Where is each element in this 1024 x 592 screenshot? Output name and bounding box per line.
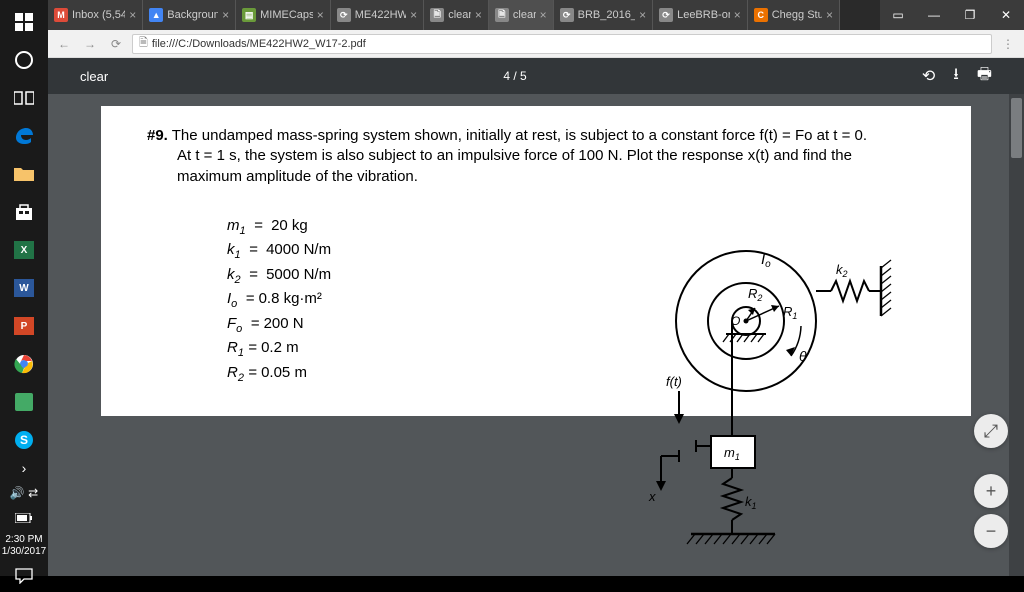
- browser-tab[interactable]: ⟳ BRB_2016_ ×: [554, 0, 653, 30]
- browser-tab[interactable]: ▤ MIMECaps ×: [236, 0, 331, 30]
- tab-close-icon[interactable]: ×: [475, 8, 482, 22]
- clock-time: 2:30 PM: [2, 534, 47, 546]
- nav-forward[interactable]: →: [80, 37, 100, 51]
- browser-tab[interactable]: 🗎 clear ×: [424, 0, 489, 30]
- taskbar-volume[interactable]: 🔊 ⇄: [2, 482, 46, 504]
- taskbar-expand[interactable]: ›: [2, 458, 46, 478]
- browser-window: M Inbox (5,54 × ▲ Backgroun × ▤ MIMECaps × ⟳ ME422…: [48, 0, 1024, 576]
- taskbar-powerpoint[interactable]: P: [2, 308, 46, 344]
- tab-favicon: ⟳: [337, 8, 351, 22]
- tab-close-icon[interactable]: ×: [826, 8, 833, 22]
- tab-favicon: ⟳: [659, 8, 673, 22]
- nav-reload[interactable]: ⟳: [106, 37, 126, 51]
- url-field[interactable]: 🗎 file:///C:/Downloads/ME422HW2_W17-2.pd…: [132, 34, 992, 54]
- pdf-rotate-icon[interactable]: ⟲: [922, 66, 935, 86]
- taskbar-store[interactable]: [2, 194, 46, 230]
- pdf-toolbar: clear 4 / 5 ⟲ ⭳ 🖶: [48, 58, 1024, 94]
- blank-tab-space[interactable]: [840, 0, 880, 30]
- address-bar: ← → ⟳ 🗎 file:///C:/Downloads/ME422HW2_W1…: [48, 30, 1024, 58]
- svg-text:f(t): f(t): [666, 374, 682, 389]
- clock-date: 1/30/2017: [2, 546, 47, 558]
- taskbar-folder[interactable]: [2, 156, 46, 192]
- tab-label: clear: [448, 9, 471, 21]
- tab-close-icon[interactable]: ×: [129, 8, 136, 22]
- taskbar-app1[interactable]: [2, 384, 46, 420]
- svg-text:R1: R1: [783, 304, 797, 321]
- problem-line1: The undamped mass-spring system shown, i…: [172, 127, 867, 144]
- window-maximize[interactable]: ❐: [952, 0, 988, 30]
- browser-tab[interactable]: ⟳ LeeBRB-or ×: [653, 0, 748, 30]
- tab-label: clear: [513, 9, 536, 21]
- tab-strip: M Inbox (5,54 × ▲ Backgroun × ▤ MIMECaps × ⟳ ME422…: [48, 0, 840, 30]
- tab-label: Chegg Stu: [772, 9, 822, 21]
- taskbar-clock[interactable]: 2:30 PM 1/30/2017: [2, 532, 47, 560]
- svg-text:k2: k2: [836, 262, 848, 279]
- browser-tab[interactable]: 🗎 clear ×: [489, 0, 554, 30]
- pdf-title: clear: [80, 69, 108, 84]
- svg-text:x: x: [648, 489, 656, 504]
- tab-label: ME422HW: [355, 9, 406, 21]
- browser-tab[interactable]: ▲ Backgroun ×: [143, 0, 236, 30]
- tab-favicon: 🗎: [495, 8, 509, 22]
- tab-label: LeeBRB-or: [677, 9, 730, 21]
- pdf-fit-button[interactable]: ⤢: [974, 414, 1008, 448]
- browser-tab[interactable]: ⟳ ME422HW ×: [331, 0, 424, 30]
- tab-close-icon[interactable]: ×: [734, 8, 741, 22]
- tab-label: Inbox (5,54: [72, 9, 125, 21]
- scrollbar-thumb[interactable]: [1011, 98, 1022, 158]
- svg-text:θ: θ: [799, 348, 807, 364]
- cortana-button[interactable]: [2, 42, 46, 78]
- pdf-page: #9. The undamped mass-spring system show…: [101, 106, 971, 416]
- file-icon: 🗎: [139, 34, 148, 53]
- taskbar-chrome[interactable]: [2, 346, 46, 382]
- tab-favicon: ▲: [149, 8, 163, 22]
- tab-close-icon[interactable]: ×: [317, 8, 324, 22]
- pdf-print-icon[interactable]: 🖶: [977, 63, 992, 90]
- problem-number: #9.: [147, 127, 168, 144]
- window-user-icon[interactable]: ▭: [880, 0, 916, 30]
- tab-label: BRB_2016_: [578, 9, 635, 21]
- windows-taskbar: X W P S › 🔊 ⇄ 2:30 PM 1/30/2017: [0, 0, 48, 576]
- url-text: file:///C:/Downloads/ME422HW2_W17-2.pdf: [152, 38, 366, 50]
- tab-close-icon[interactable]: ×: [410, 8, 417, 22]
- pdf-page-indicator: 4 / 5: [108, 69, 922, 83]
- svg-text:k1: k1: [745, 494, 757, 511]
- tab-label: MIMECaps: [260, 9, 313, 21]
- taskview-button[interactable]: [2, 80, 46, 116]
- taskbar-skype[interactable]: S: [2, 422, 46, 458]
- tab-close-icon[interactable]: ×: [540, 8, 547, 22]
- tab-favicon: ▤: [242, 8, 256, 22]
- browser-menu[interactable]: ⋮: [998, 37, 1018, 51]
- tab-close-icon[interactable]: ×: [222, 8, 229, 22]
- problem-statement: #9. The undamped mass-spring system show…: [147, 126, 925, 187]
- taskbar-word[interactable]: W: [2, 270, 46, 306]
- pdf-zoom-out[interactable]: −: [974, 514, 1008, 548]
- tab-favicon: M: [54, 8, 68, 22]
- pdf-zoom-in[interactable]: +: [974, 474, 1008, 508]
- pdf-viewport[interactable]: #9. The undamped mass-spring system show…: [48, 94, 1024, 576]
- tab-favicon: C: [754, 8, 768, 22]
- svg-text:S: S: [20, 433, 28, 447]
- titlebar: M Inbox (5,54 × ▲ Backgroun × ▤ MIMECaps × ⟳ ME422…: [48, 0, 1024, 30]
- problem-line2: At t = 1 s, the system is also subject t…: [177, 147, 852, 164]
- taskbar-edge[interactable]: [2, 118, 46, 154]
- start-button[interactable]: [2, 4, 46, 40]
- browser-tab[interactable]: C Chegg Stu ×: [748, 0, 840, 30]
- vertical-scrollbar[interactable]: [1009, 94, 1024, 576]
- taskbar-excel[interactable]: X: [2, 232, 46, 268]
- tab-label: Backgroun: [167, 9, 218, 21]
- mechanics-figure: O R1 R2: [531, 226, 911, 556]
- pdf-download-icon[interactable]: ⭳: [953, 63, 959, 90]
- svg-text:R2: R2: [748, 286, 762, 303]
- tab-favicon: ⟳: [560, 8, 574, 22]
- taskbar-battery[interactable]: [2, 508, 46, 528]
- browser-tab[interactable]: M Inbox (5,54 ×: [48, 0, 143, 30]
- problem-line3: maximum amplitude of the vibration.: [177, 168, 418, 185]
- tab-favicon: 🗎: [430, 8, 444, 22]
- tab-close-icon[interactable]: ×: [639, 8, 646, 22]
- taskbar-notifications[interactable]: [2, 564, 46, 588]
- nav-back[interactable]: ←: [54, 37, 74, 51]
- window-close[interactable]: ✕: [988, 0, 1024, 30]
- window-minimize[interactable]: —: [916, 0, 952, 30]
